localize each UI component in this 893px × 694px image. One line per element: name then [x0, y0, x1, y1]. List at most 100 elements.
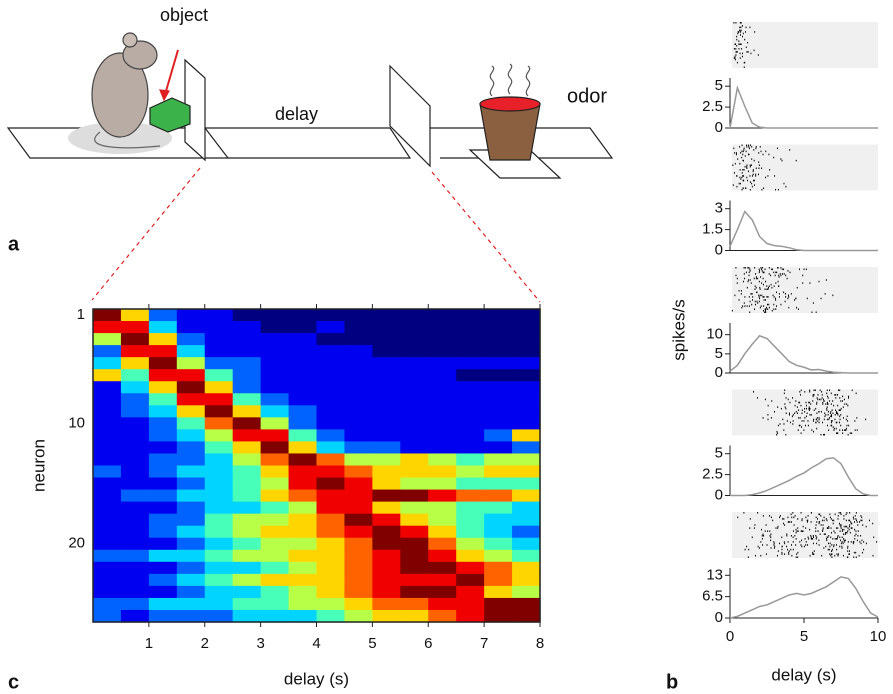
heat-cell [428, 561, 457, 575]
y-axis-label: neuron [29, 439, 48, 492]
heat-cell [344, 525, 373, 539]
heat-cell [120, 477, 150, 491]
heat-cell [148, 597, 178, 611]
heat-cell [484, 309, 513, 322]
heat-cell [120, 561, 150, 575]
heat-cell [260, 573, 290, 587]
heat-cell [260, 441, 290, 455]
heat-cell [484, 465, 513, 479]
heat-cell [204, 417, 234, 430]
heat-cell [512, 453, 541, 467]
heat-cell [176, 489, 206, 503]
heat-cell [484, 525, 513, 539]
heat-cell [484, 585, 513, 599]
heat-cell [428, 333, 457, 346]
heat-cell [456, 573, 485, 587]
heat-cell [93, 345, 122, 358]
heat-cell [288, 441, 318, 455]
y-tick-label: 5 [715, 445, 723, 462]
heat-cell [400, 537, 429, 551]
platform-delay [205, 127, 412, 159]
heat-cell [288, 321, 318, 334]
rat-ear [122, 32, 138, 48]
heat-cell [176, 525, 206, 539]
heat-cell [400, 357, 429, 370]
heat-cell [260, 489, 290, 503]
heat-cell [484, 417, 513, 430]
heat-cell [232, 405, 262, 418]
heat-cell [288, 465, 318, 479]
heat-cell [260, 345, 290, 358]
heat-cell [93, 513, 122, 527]
heat-cell [344, 369, 373, 382]
heat-cell [428, 381, 457, 394]
heat-cell [456, 417, 485, 430]
heat-cell [204, 561, 234, 575]
object-box [149, 97, 191, 133]
heat-cell [288, 429, 318, 443]
heat-cell [260, 501, 290, 515]
heat-cell [344, 477, 373, 491]
heat-cell [120, 321, 150, 334]
heat-cell [176, 573, 206, 587]
heat-cell [176, 429, 206, 443]
heat-cell [148, 525, 178, 539]
heat-cell [204, 549, 234, 563]
heat-cell [260, 309, 290, 322]
heat-cell [260, 333, 290, 346]
heat-cell [288, 417, 318, 430]
heat-cell [512, 405, 541, 418]
heat-cell [232, 549, 262, 563]
heat-cell [484, 393, 513, 406]
heat-cell [316, 357, 346, 370]
heat-cell [232, 477, 262, 491]
heat-cell [512, 597, 541, 611]
heat-cell [400, 345, 429, 358]
heat-cell [204, 513, 234, 527]
heat-cell [260, 513, 290, 527]
heat-cell [400, 597, 429, 611]
heat-cell [260, 405, 290, 418]
x-tick-label: 5 [368, 635, 376, 652]
heat-cell [344, 345, 373, 358]
heat-cell [316, 333, 346, 346]
heat-cell [400, 489, 429, 503]
heat-cell [120, 393, 150, 406]
heat-cell [512, 345, 541, 358]
heat-cell [148, 561, 178, 575]
heat-cell [316, 585, 346, 599]
heat-cell [120, 597, 150, 611]
heat-cell [93, 477, 122, 491]
heat-cell [344, 429, 373, 443]
heat-cell [428, 465, 457, 479]
heat-cell [232, 561, 262, 575]
heat-cell [316, 513, 346, 527]
rat-tail [94, 131, 161, 149]
heat-cell [484, 429, 513, 443]
heat-cell [93, 453, 122, 467]
y-tick-label: 10 [706, 326, 723, 343]
heat-cell [176, 597, 206, 611]
heat-cell [176, 405, 206, 418]
heat-cell [484, 489, 513, 503]
heat-cell [428, 429, 457, 443]
heat-cell [120, 573, 150, 587]
heat-cell [400, 441, 429, 455]
heat-cell [512, 309, 541, 322]
panel-letter: b [666, 671, 678, 693]
heat-cell [372, 465, 401, 479]
heat-cell [456, 321, 485, 334]
heat-cell [260, 609, 290, 623]
heat-cell [260, 477, 290, 491]
heat-cell [232, 381, 262, 394]
heat-cell [148, 429, 178, 443]
schematic [6, 32, 614, 303]
heat-cell [176, 465, 206, 479]
heat-cell [260, 417, 290, 430]
x-tick-label: 4 [312, 635, 320, 652]
heat-cell [93, 369, 122, 382]
heat-cell [428, 537, 457, 551]
heat-cell [204, 357, 234, 370]
heat-cell [148, 585, 178, 599]
heat-cell [456, 357, 485, 370]
